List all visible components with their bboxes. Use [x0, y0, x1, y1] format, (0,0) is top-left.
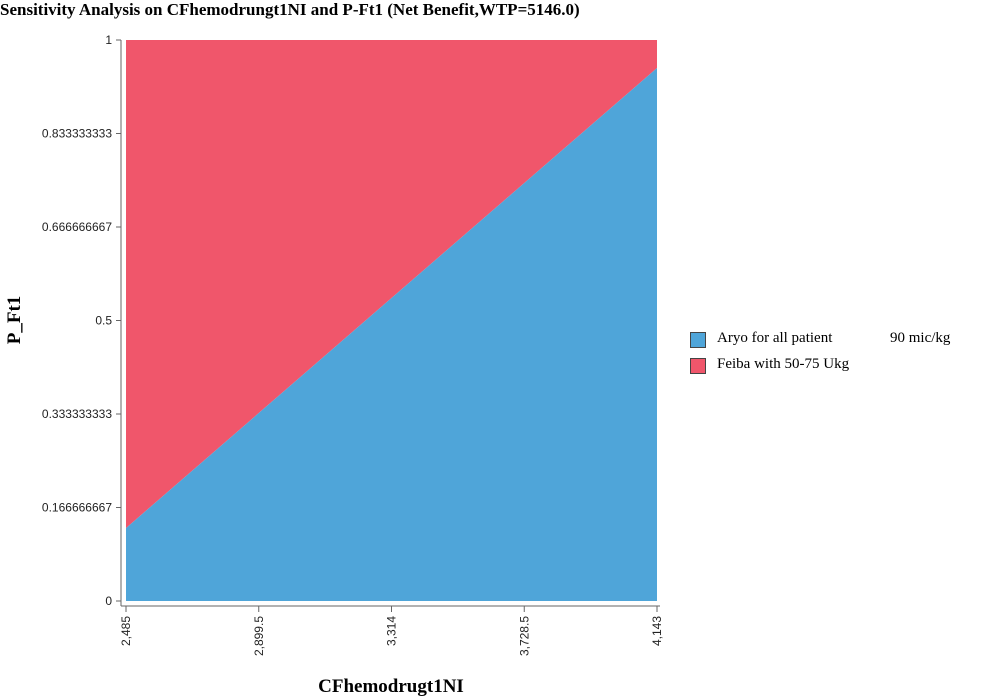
y-tick-label: 0.5	[95, 314, 112, 328]
y-tick-label: 0	[105, 594, 112, 608]
legend-label-aryo: Aryo for all patient	[717, 330, 833, 346]
legend-label-aryo-dose: 90 mic/kg	[890, 330, 951, 346]
y-axis-title: P_Ft1	[4, 296, 25, 345]
y-ticks: 0 0.166666667 0.333333333 0.5 0.666666667 0.8…	[42, 33, 121, 608]
y-tick-label: 0.833333333	[42, 127, 112, 141]
x-tick-label: 4,143	[650, 616, 664, 646]
chart-title: Sensitivity Analysis on CFhemodrungt1NI …	[0, 0, 580, 19]
y-tick-label: 0.333333333	[42, 407, 112, 421]
legend-swatch-aryo	[690, 332, 706, 348]
legend-label-feiba: Feiba with 50-75 Ukg	[717, 356, 850, 372]
x-tick-label: 3,314	[385, 616, 399, 646]
x-ticks: 2,485 2,899.5 3,314 3,728.5 4,143	[119, 606, 664, 656]
x-axis-title: CFhemodrugt1NI	[318, 676, 464, 697]
legend-swatch-feiba	[690, 358, 706, 374]
x-tick-label: 2,899.5	[252, 616, 266, 656]
region-aryo	[126, 68, 657, 602]
y-tick-label: 1	[105, 33, 112, 47]
x-tick-label: 2,485	[119, 616, 133, 646]
y-tick-label: 0.666666667	[42, 220, 112, 234]
x-tick-label: 3,728.5	[517, 616, 531, 656]
region-feiba	[126, 40, 657, 529]
y-tick-label: 0.166666667	[42, 501, 112, 515]
